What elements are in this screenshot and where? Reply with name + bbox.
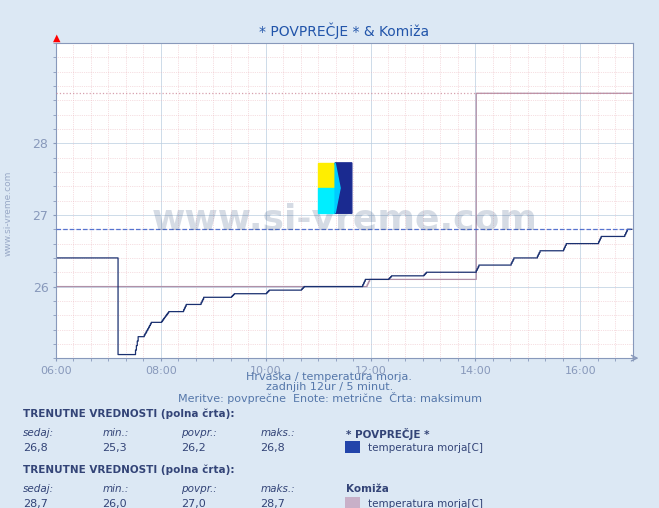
Text: sedaj:: sedaj:	[23, 484, 54, 494]
Text: maks.:: maks.:	[260, 428, 295, 438]
Text: povpr.:: povpr.:	[181, 428, 217, 438]
Text: 26,8: 26,8	[23, 443, 48, 454]
Text: www.si-vreme.com: www.si-vreme.com	[4, 171, 13, 256]
Text: povpr.:: povpr.:	[181, 484, 217, 494]
Text: Meritve: povprečne  Enote: metrične  Črta: maksimum: Meritve: povprečne Enote: metrične Črta:…	[177, 392, 482, 404]
Text: TRENUTNE VREDNOSTI (polna črta):: TRENUTNE VREDNOSTI (polna črta):	[23, 465, 235, 475]
Text: min.:: min.:	[102, 484, 129, 494]
Text: 26,8: 26,8	[260, 443, 285, 454]
Text: temperatura morja[C]: temperatura morja[C]	[368, 499, 483, 508]
Text: Hrvaška / temperatura morja.: Hrvaška / temperatura morja.	[246, 372, 413, 383]
Text: 28,7: 28,7	[23, 499, 48, 508]
Text: 28,7: 28,7	[260, 499, 285, 508]
Text: 25,3: 25,3	[102, 443, 127, 454]
Text: min.:: min.:	[102, 428, 129, 438]
Text: 26,2: 26,2	[181, 443, 206, 454]
Text: Komiža: Komiža	[346, 484, 389, 494]
Polygon shape	[335, 163, 352, 213]
Text: maks.:: maks.:	[260, 484, 295, 494]
Text: 27,0: 27,0	[181, 499, 206, 508]
Text: sedaj:: sedaj:	[23, 428, 54, 438]
Title: * POVPREČJE * & Komiža: * POVPREČJE * & Komiža	[259, 23, 430, 39]
Text: temperatura morja[C]: temperatura morja[C]	[368, 443, 483, 454]
Text: www.si-vreme.com: www.si-vreme.com	[152, 203, 537, 237]
Text: TRENUTNE VREDNOSTI (polna črta):: TRENUTNE VREDNOSTI (polna črta):	[23, 409, 235, 420]
Text: 26,0: 26,0	[102, 499, 127, 508]
FancyBboxPatch shape	[318, 163, 335, 188]
Text: * POVPREČJE *: * POVPREČJE *	[346, 428, 430, 440]
Text: zadnjih 12ur / 5 minut.: zadnjih 12ur / 5 minut.	[266, 382, 393, 392]
Polygon shape	[335, 163, 340, 213]
Text: ▲: ▲	[53, 33, 61, 43]
FancyBboxPatch shape	[318, 188, 335, 213]
